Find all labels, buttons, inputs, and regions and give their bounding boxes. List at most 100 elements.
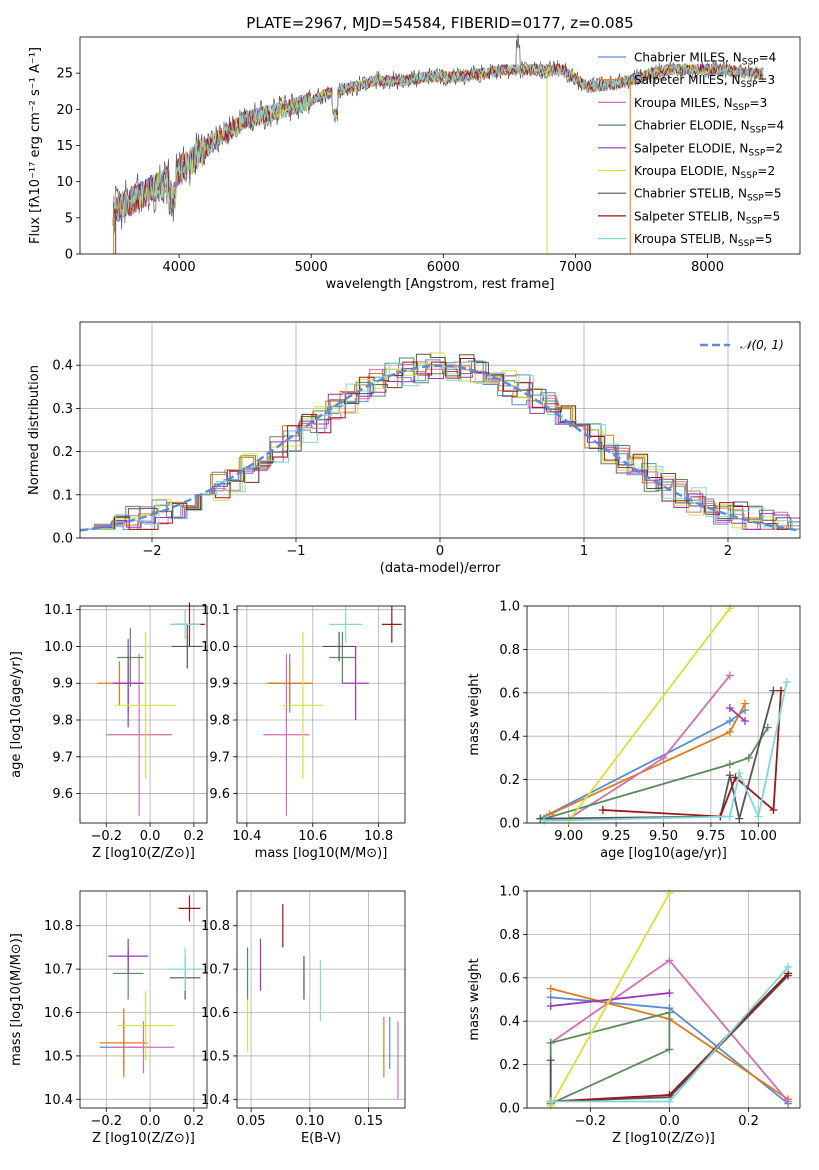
x-axis-label: E(B-V)	[301, 1131, 341, 1146]
x-axis-label: wavelength [Angstrom, rest frame]	[326, 277, 555, 292]
residual-histogram-panel: −2 −1 0 1 2 0.0 0.1 0.2 0.3 0.4 (data-model)/error…	[27, 321, 801, 576]
y-tick-label: 10.7	[201, 963, 230, 978]
ebv-mass-panel: 0.05 0.10 0.15 10.4 10.5 10.6 10.7 10.8 E(B-V)	[201, 890, 406, 1146]
y-tick-label: 0.6	[499, 686, 520, 701]
x-axis-label: Z [log10(Z/Z⊙)]	[92, 1131, 195, 1146]
y-tick-label: 1.0	[499, 600, 520, 615]
mass-weight-marker	[784, 1097, 793, 1106]
x-tick-label: −1	[286, 544, 305, 559]
x-tick-label: 6000	[427, 260, 460, 275]
mass-weight-marker	[769, 805, 778, 814]
mass-weight-marker	[784, 962, 793, 971]
y-tick-label: 1.0	[499, 885, 520, 900]
legend-entry: Kroupa MILES, NSSP=3	[634, 96, 767, 113]
figure-title: PLATE=2967, MJD=54584, FIBERID=0177, z=0…	[246, 14, 633, 32]
mass-weight-marker	[763, 723, 772, 732]
x-tick-label: 0.0	[659, 1114, 680, 1129]
spectrum-series	[112, 62, 764, 226]
y-axis-label: mass weight	[467, 673, 482, 755]
y-tick-label: 9.8	[209, 714, 230, 729]
y-tick-label: 0.4	[499, 730, 520, 745]
y-tick-label: 0.2	[52, 445, 73, 460]
y-tick-label: 9.9	[209, 677, 230, 692]
y-tick-label: 10.8	[201, 919, 230, 934]
mass-weight-marker	[735, 769, 744, 778]
y-tick-label: 0.8	[499, 928, 520, 943]
y-tick-label: 10.4	[44, 1093, 73, 1108]
x-tick-label: 10.6	[298, 829, 327, 844]
y-tick-label: 20	[56, 103, 73, 118]
mass-weight-series	[549, 703, 746, 816]
x-tick-label: 2	[724, 544, 732, 559]
x-tick-label: 4000	[163, 260, 196, 275]
x-tick-label: 8000	[691, 260, 724, 275]
y-tick-label: 9.6	[209, 787, 230, 802]
y-tick-label: 5	[65, 211, 73, 226]
mass-weight-series	[540, 690, 775, 820]
mass-weight-marker	[546, 1056, 555, 1065]
x-tick-label: 9.50	[649, 829, 678, 844]
x-tick-label: 10.00	[740, 829, 777, 844]
mass-weight-marker	[665, 1008, 674, 1017]
y-tick-label: 10.1	[44, 603, 73, 618]
legend-entry: Salpeter MILES, NSSP=3	[634, 73, 775, 90]
mass-weight-marker	[546, 1002, 555, 1011]
z-age-panel: −0.2 0.0 0.2 9.6 9.7 9.8 9.9 10.0 10.1 Z [log10(Z…	[9, 602, 208, 861]
y-tick-label: 25	[56, 67, 73, 82]
y-axis-label: age [log10(age/yr)]	[9, 651, 24, 778]
mass-weight-marker	[546, 993, 555, 1002]
x-tick-label: 10.4	[232, 829, 261, 844]
histogram-series	[80, 364, 800, 530]
y-tick-label: 10.7	[44, 963, 73, 978]
mass-weight-marker	[735, 814, 744, 823]
mass-weight-series	[602, 690, 782, 818]
x-tick-label: 9.75	[696, 829, 725, 844]
axes-frame	[79, 321, 801, 539]
mass-weight-marker	[777, 686, 786, 695]
mass-weight-marker	[546, 1038, 555, 1047]
y-tick-label: 0.4	[499, 1015, 520, 1030]
y-tick-label: 9.7	[52, 750, 73, 765]
y-axis-label: Normed distribution	[27, 365, 42, 495]
mass-weight-series	[549, 1011, 671, 1105]
axes-frame	[79, 890, 208, 1109]
mass-weight-marker	[725, 703, 734, 712]
x-tick-label: −0.2	[90, 1114, 122, 1129]
mass-weight-marker	[725, 771, 734, 780]
x-tick-label: 5000	[295, 260, 328, 275]
axes-frame	[236, 605, 406, 824]
legend-entry: Salpeter ELODIE, NSSP=2	[634, 141, 783, 158]
x-axis-label: age [log10(age/yr)]	[600, 846, 727, 861]
y-tick-label: 15	[56, 139, 73, 154]
x-axis-label: Z [log10(Z/Z⊙)]	[612, 1131, 715, 1146]
histogram-series	[86, 361, 800, 530]
y-tick-label: 10.0	[201, 640, 230, 655]
legend-entry: 𝒩(0, 1)	[740, 338, 784, 352]
mass-weight-marker	[782, 677, 791, 686]
mass-weight-marker	[744, 753, 753, 762]
axes-frame	[236, 890, 406, 1109]
histogram-series	[81, 361, 800, 530]
y-tick-label: 0.0	[499, 817, 520, 832]
x-tick-label: −0.2	[90, 829, 122, 844]
mass-weight-marker	[659, 753, 668, 762]
age-massweight-panel: 9.00 9.25 9.50 9.75 10.00 0.0 0.2 0.4 0.6 0.8 1.0 a…	[467, 600, 801, 861]
x-tick-label: 0.2	[738, 1114, 759, 1129]
mass-weight-series	[567, 607, 731, 822]
y-tick-label: 0	[65, 248, 73, 263]
mass-weight-marker	[665, 956, 674, 965]
mass-weight-series	[729, 707, 746, 722]
x-axis-label: mass [log10(M/M⊙)]	[255, 846, 388, 861]
x-axis-label: Z [log10(Z/Z⊙)]	[92, 846, 195, 861]
x-tick-label: 0	[436, 544, 444, 559]
mass-weight-series	[549, 892, 671, 1107]
mass-weight-marker	[598, 805, 607, 814]
axes-frame	[79, 36, 801, 255]
x-tick-label: 10.8	[364, 829, 393, 844]
x-tick-label: −2	[142, 544, 161, 559]
x-tick-label: 0.15	[354, 1114, 383, 1129]
mass-weight-series	[539, 709, 746, 820]
y-axis-label: Flux [fλ10⁻¹⁷ erg cm⁻² s⁻¹ A⁻¹]	[28, 47, 43, 244]
legend-entry: Chabrier STELIB, NSSP=5	[634, 187, 782, 204]
axes-frame	[526, 605, 801, 824]
